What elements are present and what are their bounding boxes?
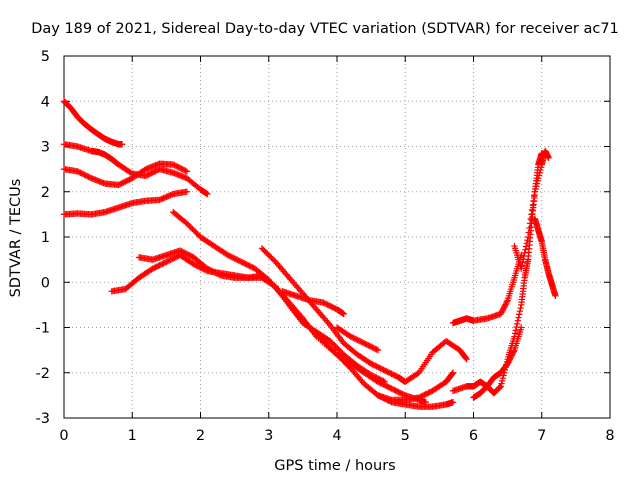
data-point <box>204 190 211 198</box>
data-point <box>513 320 521 328</box>
data-point <box>183 188 191 195</box>
data-point <box>511 330 519 337</box>
data-point <box>522 246 529 253</box>
x-tick-label: 5 <box>401 428 410 444</box>
data-point <box>515 314 522 321</box>
series-sat-m <box>511 147 552 272</box>
x-tick-label: 6 <box>469 428 478 444</box>
x-tick-label: 0 <box>59 428 68 444</box>
data-point <box>496 384 503 391</box>
data-point <box>449 370 456 377</box>
data-point <box>517 304 524 312</box>
y-tick-label: -3 <box>36 411 50 427</box>
data-point <box>516 308 524 315</box>
data-point <box>545 154 552 162</box>
x-tick-label: 3 <box>264 428 273 444</box>
data-point <box>340 310 348 318</box>
data-point <box>514 317 522 324</box>
series-sat-o <box>531 215 559 300</box>
x-tick-label: 4 <box>332 428 341 444</box>
data-point <box>552 292 559 300</box>
series-sat-p <box>470 324 525 401</box>
data-point <box>463 355 470 363</box>
y-tick-label: -2 <box>36 366 50 382</box>
data-point <box>183 168 191 175</box>
y-tick-label: 4 <box>41 94 50 110</box>
y-axis-label: SDTVAR / TECUs <box>8 179 24 298</box>
data-point <box>373 346 380 353</box>
data-point <box>516 311 523 318</box>
data-point <box>496 383 504 391</box>
y-tick-label: 3 <box>41 140 50 156</box>
data-point <box>381 378 388 385</box>
data-point <box>462 355 470 362</box>
y-tick-label: 5 <box>41 49 50 65</box>
series-sat-h <box>258 245 470 385</box>
chart-title: Day 189 of 2021, Sidereal Day-to-day VTE… <box>31 21 619 37</box>
series-sat-g <box>170 208 457 410</box>
series-sat-j <box>333 324 382 354</box>
series-sat-a <box>60 98 126 148</box>
data-point <box>374 346 382 354</box>
x-tick-label: 8 <box>605 428 614 444</box>
data-point <box>118 141 126 148</box>
series-sat-d <box>60 188 191 218</box>
axis-ticks: 0 1 2 3 4 5 6 7 8 -3 -2 -1 0 1 2 3 4 5 <box>36 49 615 444</box>
data-point <box>519 259 526 266</box>
x-axis-label: GPS time / hours <box>274 458 395 474</box>
series-sat-c <box>60 160 191 189</box>
data-points <box>60 98 559 410</box>
data-point <box>510 348 517 355</box>
data-point <box>503 298 511 305</box>
series-sat-k <box>374 369 457 404</box>
data-point <box>380 377 387 385</box>
series-sat-i <box>279 288 348 318</box>
x-tick-label: 2 <box>196 428 205 444</box>
series-sat-l <box>449 251 525 327</box>
x-tick-label: 1 <box>128 428 137 444</box>
data-point <box>518 324 525 331</box>
y-tick-label: 0 <box>41 275 50 291</box>
data-point <box>182 167 189 174</box>
y-tick-label: -1 <box>36 321 50 337</box>
series-sat-b <box>60 141 211 198</box>
y-tick-label: 2 <box>41 185 50 201</box>
x-tick-label: 7 <box>537 428 546 444</box>
data-point <box>538 150 545 157</box>
y-tick-label: 1 <box>41 230 50 246</box>
data-point <box>449 398 457 406</box>
data-point <box>449 369 457 376</box>
